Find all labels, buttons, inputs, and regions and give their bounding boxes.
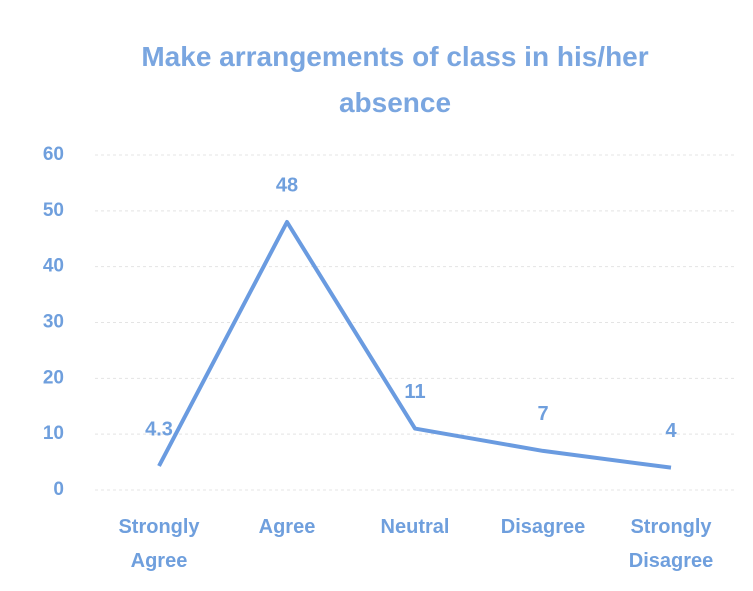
- data-label: 48: [276, 174, 298, 196]
- y-tick-label: 20: [43, 367, 64, 388]
- y-tick-label: 0: [53, 479, 64, 500]
- y-tick-label: 10: [43, 423, 64, 444]
- y-tick-label: 50: [43, 200, 64, 221]
- data-label: 4.3: [145, 418, 173, 440]
- x-tick-label: Neutral: [380, 516, 450, 538]
- data-label: 7: [537, 403, 548, 425]
- y-tick-label: 30: [43, 312, 64, 333]
- chart-title: Make arrangements of class in his/her ab…: [141, 41, 649, 118]
- x-tick-label: Disagree: [500, 516, 586, 538]
- data-label: 4: [665, 420, 677, 442]
- x-tick-label: Strongly Disagree: [628, 516, 714, 572]
- line: [157, 220, 672, 470]
- x-tick-label: Agree: [258, 516, 316, 538]
- data-label: 11: [404, 381, 425, 403]
- x-tick-label: Strongly Agree: [118, 516, 200, 572]
- y-tick-label: 60: [43, 144, 64, 165]
- y-tick-label: 40: [43, 256, 64, 277]
